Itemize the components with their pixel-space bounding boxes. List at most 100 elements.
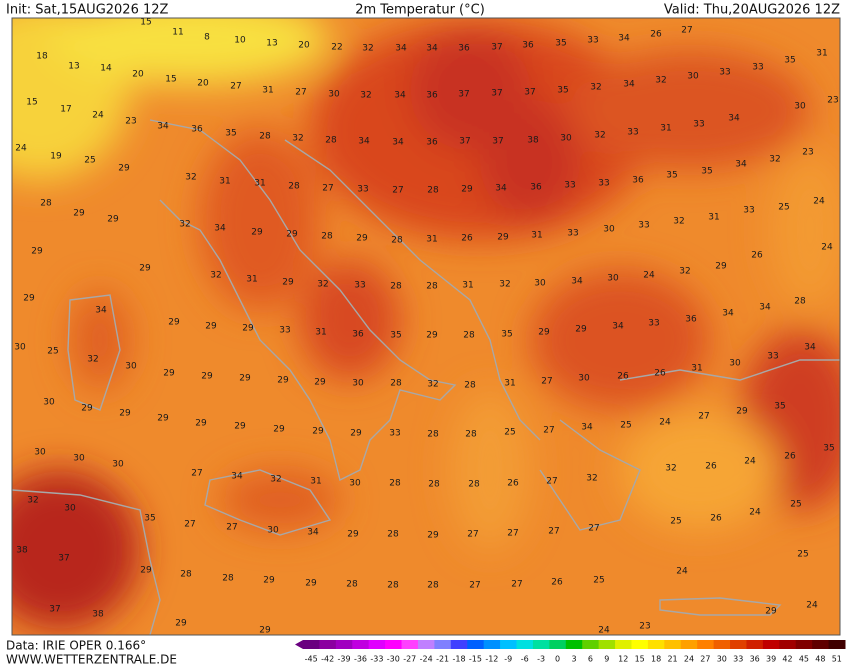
temperature-label: 35	[774, 402, 785, 412]
temperature-label: 15	[165, 75, 176, 85]
colorbar-tick-label: 48	[815, 655, 825, 664]
temperature-label: 34	[426, 44, 438, 54]
temperature-label: 24	[92, 111, 104, 121]
temperature-label: 28	[464, 381, 476, 391]
temperature-label: 29	[356, 234, 368, 244]
temperature-label: 34	[395, 44, 407, 54]
temperature-label: 30	[560, 134, 572, 144]
temperature-label: 35	[555, 39, 566, 49]
colorbar-tick-label: 21	[667, 655, 677, 664]
temperature-label: 25	[593, 576, 604, 586]
temperature-label: 32	[27, 496, 38, 506]
temperature-label: 27	[469, 581, 480, 591]
temperature-label: 28	[390, 282, 402, 292]
temperature-label: 34	[495, 184, 507, 194]
temperature-label: 30	[73, 454, 85, 464]
temperature-label: 38	[527, 136, 539, 146]
temperature-label: 28	[428, 480, 440, 490]
temperature-label: 34	[95, 306, 107, 316]
temperature-label: 34	[618, 34, 630, 44]
temperature-label: 33	[743, 206, 754, 216]
temperature-label: 32	[179, 220, 190, 230]
temperature-label: 35	[701, 167, 712, 177]
temperature-label: 31	[660, 124, 671, 134]
temperature-label: 32	[665, 464, 676, 474]
temperature-label: 24	[643, 271, 655, 281]
temperature-label: 29	[314, 378, 326, 388]
temperature-label: 29	[715, 262, 727, 272]
temperature-label: 30	[64, 504, 76, 514]
temperature-label: 28	[426, 282, 438, 292]
temperature-label: 34	[804, 343, 816, 353]
colorbar-tick-label: -6	[521, 655, 529, 664]
temperature-label: 26	[507, 479, 519, 489]
temperature-label: 29	[538, 328, 550, 338]
temperature-label: 32	[427, 380, 438, 390]
temperature-label: 28	[346, 580, 358, 590]
temperature-label: 25	[670, 517, 681, 527]
colorbar-tick-label: -24	[420, 655, 433, 664]
temperature-label: 38	[16, 546, 28, 556]
colorbar-cell	[795, 640, 813, 649]
colorbar-tick-label: 15	[635, 655, 645, 664]
temperature-label: 27	[511, 580, 522, 590]
temperature-label: 34	[728, 114, 740, 124]
temperature-label: 29	[305, 579, 317, 589]
temperature-label: 30	[687, 72, 699, 82]
colorbar-tick-label: -27	[403, 655, 416, 664]
temperature-label: 19	[50, 152, 62, 162]
temperature-label: 35	[225, 129, 236, 139]
temperature-label: 34	[759, 303, 771, 313]
colorbar-tick-label: -18	[452, 655, 465, 664]
temperature-label: 25	[778, 203, 789, 213]
temperature-label: 25	[620, 421, 631, 431]
temperature-label: 34	[612, 322, 624, 332]
temperature-label: 29	[234, 422, 246, 432]
temperature-label: 24	[15, 144, 27, 154]
colorbar-cell	[828, 640, 846, 649]
colorbar-tick-label: -15	[469, 655, 482, 664]
temperature-label: 28	[259, 132, 271, 142]
temperature-label: 35	[501, 330, 512, 340]
temperature-label: 29	[259, 626, 271, 636]
temperature-label: 30	[14, 343, 26, 353]
temperature-label: 37	[492, 137, 503, 147]
temperature-label: 8	[204, 33, 210, 43]
colorbar-cell	[664, 640, 682, 649]
temperature-label: 31	[691, 364, 702, 374]
temperature-label: 27	[322, 184, 333, 194]
temperature-label: 30	[534, 279, 546, 289]
temperature-label: 20	[298, 41, 310, 51]
temperature-label: 29	[427, 531, 439, 541]
temperature-label: 30	[112, 460, 124, 470]
temperature-label: 24	[821, 243, 833, 253]
temperature-label: 37	[491, 89, 502, 99]
temperature-label: 29	[118, 164, 130, 174]
temperature-label: 30	[349, 479, 361, 489]
temperature-label: 30	[607, 274, 619, 284]
colorbar-arrow-left	[295, 640, 303, 649]
temperature-label: 28	[391, 236, 403, 246]
temperature-label: 20	[132, 70, 144, 80]
temperature-label: 36	[426, 91, 438, 101]
temperature-label: 26	[751, 251, 763, 261]
colorbar-cell	[549, 640, 567, 649]
temperature-label: 34	[735, 160, 747, 170]
temperature-label: 27	[548, 527, 559, 537]
data-source: Data: IRIE OPER 0.166°	[6, 639, 146, 653]
temperature-label: 31	[310, 477, 321, 487]
temperature-label: 30	[34, 448, 46, 458]
temperature-label: 33	[638, 221, 649, 231]
temperature-label: 34	[231, 472, 243, 482]
colorbar: -45 -42 -39 -36 -33 -30 -27 -24 -21 -18 -15 -12 -9 -6…	[295, 640, 846, 664]
colorbar-tick-label: -21	[436, 655, 449, 664]
temperature-label: 28	[463, 331, 475, 341]
colorbar-tick-label: -45	[305, 655, 318, 664]
temperature-label: 26	[654, 369, 666, 379]
temperature-label: 24	[806, 601, 818, 611]
colorbar-tick-label: 6	[588, 655, 593, 664]
temperature-label: 22	[331, 43, 342, 53]
temperature-label: 27	[226, 523, 237, 533]
colorbar-cell	[483, 640, 501, 649]
temperature-label: 36	[426, 138, 438, 148]
